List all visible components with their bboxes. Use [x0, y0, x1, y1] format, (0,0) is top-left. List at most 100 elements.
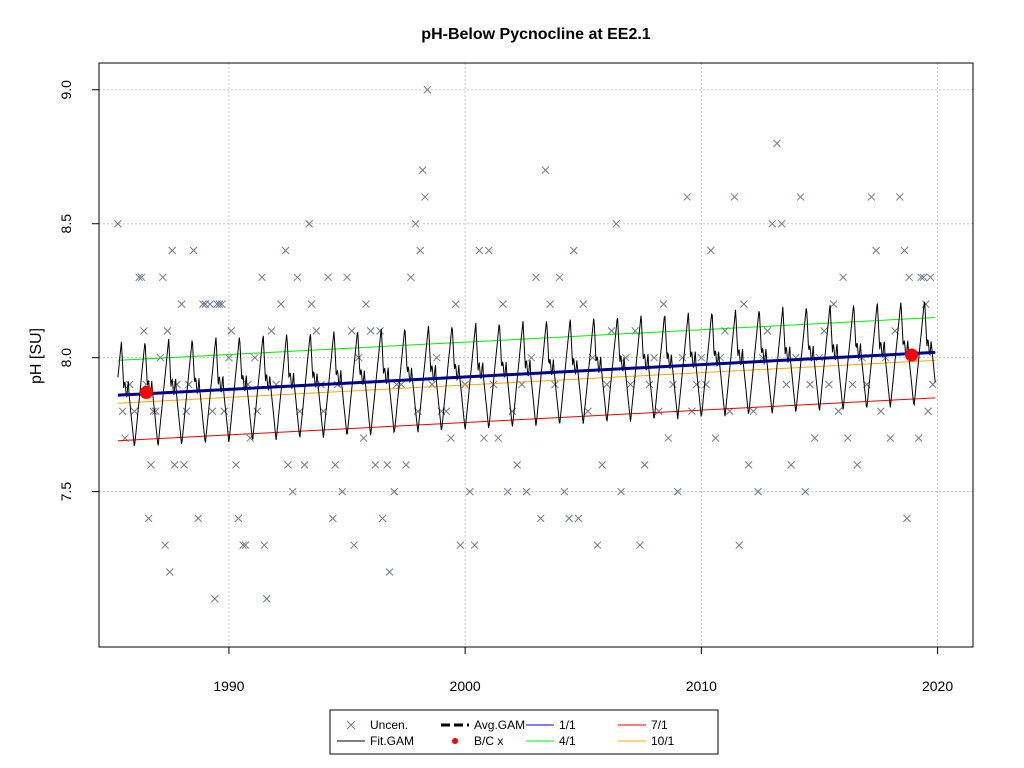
scatter-point-stroke	[593, 541, 602, 550]
scatter-point	[177, 300, 186, 308]
scatter-point-stroke	[447, 434, 455, 442]
scatter-point-stroke	[650, 353, 658, 362]
scatter-point	[182, 407, 191, 416]
scatter-point-stroke	[144, 514, 153, 523]
scatter-point-stroke	[215, 300, 224, 308]
scatter-point-stroke	[466, 487, 474, 496]
scatter-point	[293, 273, 302, 282]
scatter-point	[324, 273, 332, 282]
scatter-point-stroke	[924, 407, 932, 416]
scatter-point-stroke	[217, 300, 226, 308]
scatter-point-stroke	[763, 327, 772, 335]
scatter-point-stroke	[574, 514, 583, 523]
scatter-point-stroke	[848, 380, 857, 389]
scatter-point	[432, 353, 441, 362]
scatter-point	[149, 407, 158, 416]
scatter-point-stroke	[406, 273, 415, 282]
scatter-point-stroke	[740, 300, 748, 308]
line-10-1	[117, 359, 936, 404]
scatter-point-stroke	[905, 273, 914, 282]
scatter-point	[768, 219, 777, 228]
scatter-point-stroke	[189, 246, 198, 255]
legend: Uncen. Avg.GAM 1/1 7/1 Fit.GAM B/C x 4/1 10/1	[329, 709, 719, 755]
scatter-point-stroke	[246, 434, 255, 442]
scatter-point-stroke	[180, 460, 188, 469]
scatter-point-stroke	[475, 246, 484, 255]
scatter-point	[288, 487, 297, 496]
scatter-point-stroke	[603, 380, 611, 389]
scatter-point-stroke	[834, 407, 843, 416]
scatter-point	[461, 380, 469, 389]
legend-label: Fit.GAM	[370, 734, 414, 748]
scatter-point-stroke	[277, 300, 285, 308]
scatter-point	[829, 300, 838, 308]
scatter-point-stroke	[706, 246, 715, 255]
scatter-point-stroke	[470, 541, 479, 550]
scatter-point-stroke	[484, 246, 493, 255]
scatter-point	[411, 219, 420, 228]
scatter-point	[406, 273, 415, 282]
scatter-point-stroke	[284, 460, 292, 469]
scatter-point	[423, 85, 432, 94]
scatter-point	[366, 327, 375, 335]
legend-item: 4/1	[526, 734, 576, 748]
scatter-point	[347, 327, 356, 335]
scatter-point	[208, 407, 217, 416]
scatter-point	[418, 166, 427, 175]
scatter-point	[456, 541, 465, 550]
scatter-point	[843, 434, 852, 442]
scatter-point	[147, 460, 155, 469]
scatter-point-stroke	[168, 246, 177, 255]
scatter-point	[130, 407, 139, 416]
scatter-point-stroke	[569, 246, 578, 255]
scatter-point-stroke	[251, 353, 259, 362]
scatter-point	[447, 434, 455, 442]
scatter-point	[331, 460, 340, 469]
scatter-point	[210, 594, 219, 603]
scatter-point	[867, 193, 876, 201]
y-tick-label: 9.0	[58, 80, 74, 100]
scatter-point-stroke	[787, 460, 795, 469]
scatter-point-stroke	[402, 460, 410, 469]
scatter-point	[536, 514, 545, 523]
scatter-point-stroke	[612, 219, 621, 228]
scatter-point-stroke	[626, 380, 635, 389]
scatter-point	[284, 460, 292, 469]
scatter-point	[215, 300, 224, 308]
scatter-point	[692, 380, 701, 389]
scatter-point-stroke	[926, 273, 935, 282]
scatter-point-stroke	[565, 514, 573, 523]
scatter-point-stroke	[182, 407, 191, 416]
scatter-point	[579, 300, 588, 308]
scatter-point-stroke	[293, 273, 302, 282]
scatter-point	[466, 487, 474, 496]
scatter-point	[390, 487, 399, 496]
scatter-point	[678, 353, 687, 362]
chart-title: pH-Below Pycnocline at EE2.1	[421, 26, 651, 43]
scatter-point-stroke	[829, 300, 838, 308]
scatter-point	[744, 460, 753, 469]
scatter-point-stroke	[749, 407, 758, 416]
legend-label: 1/1	[559, 718, 576, 732]
scatter-point	[416, 246, 425, 255]
scatter-point	[378, 514, 387, 523]
scatter-point-stroke	[664, 434, 673, 442]
scatter-point	[383, 460, 392, 469]
scatter-point	[834, 407, 843, 416]
scatter-point-stroke	[442, 407, 451, 416]
scatter-point-stroke	[853, 460, 862, 469]
scatter-point	[163, 327, 172, 335]
scatter-point	[806, 380, 814, 389]
legend-box	[329, 709, 719, 755]
scatter-point	[903, 514, 911, 523]
scatter-point-stroke	[312, 327, 321, 335]
scatter-point	[782, 380, 791, 389]
scatter-point	[839, 273, 847, 282]
scatter-point-stroke	[494, 434, 503, 442]
scatter-point	[636, 541, 644, 550]
scatter-point	[541, 166, 550, 175]
scatter-point	[494, 434, 503, 442]
scatter-point-stroke	[151, 407, 160, 416]
legend-item: 7/1	[618, 718, 668, 732]
